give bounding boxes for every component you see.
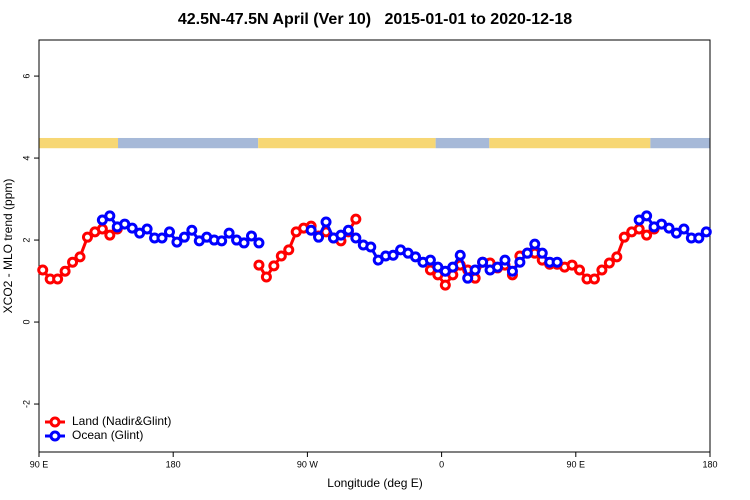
data-point — [454, 249, 466, 261]
data-point — [574, 264, 586, 276]
data-point — [178, 231, 190, 243]
data-point — [506, 265, 518, 277]
data-point — [439, 279, 451, 291]
data-point — [52, 273, 64, 285]
x-tick-label: 180 — [702, 459, 717, 469]
data-point — [350, 213, 362, 225]
x-tick-label: 90 E — [30, 459, 49, 469]
data-point — [37, 264, 49, 276]
data-point — [693, 232, 705, 244]
data-point — [678, 223, 690, 235]
data-point — [350, 232, 362, 244]
y-tick-label: 0 — [21, 320, 31, 325]
y-tick-label: 6 — [21, 74, 31, 79]
data-point — [477, 256, 489, 268]
x-tick-label: 90 E — [567, 459, 586, 469]
data-point — [283, 244, 295, 256]
x-tick-label: 90 W — [297, 459, 319, 469]
data-point — [387, 249, 399, 261]
data-point — [74, 251, 86, 263]
data-point — [313, 231, 325, 243]
data-point — [410, 251, 422, 263]
data-point — [521, 247, 533, 259]
data-point — [320, 216, 332, 228]
data-point — [260, 271, 272, 283]
plot-frame — [38, 39, 711, 453]
data-point — [596, 264, 608, 276]
y-tick-label: -2 — [21, 400, 31, 408]
data-point — [641, 229, 653, 241]
data-point — [447, 261, 459, 273]
y-tick-label: 2 — [21, 238, 31, 243]
data-point — [700, 226, 712, 238]
surface-strip-segment — [650, 137, 710, 149]
data-point — [663, 222, 675, 234]
surface-strip-segment — [435, 137, 490, 149]
data-point — [566, 259, 578, 271]
data-point — [223, 227, 235, 239]
surface-strip-segment — [489, 137, 651, 149]
data-point — [67, 256, 79, 268]
data-point — [603, 257, 615, 269]
data-point — [588, 273, 600, 285]
data-point — [514, 256, 526, 268]
data-point — [81, 231, 93, 243]
y-tick-label: 4 — [21, 156, 31, 161]
data-point — [469, 264, 481, 276]
data-point — [529, 238, 541, 250]
data-point — [365, 241, 377, 253]
surface-strip-segment — [39, 137, 119, 149]
data-point — [462, 272, 474, 284]
data-point — [141, 223, 153, 235]
surface-strip-segment — [258, 137, 436, 149]
data-point — [536, 247, 548, 259]
data-point — [342, 224, 354, 236]
data-point — [633, 223, 645, 235]
data-point — [305, 224, 317, 236]
data-point — [335, 229, 347, 241]
data-point — [245, 230, 257, 242]
data-point — [171, 236, 183, 248]
legend-swatch-marker — [49, 416, 61, 428]
data-point — [163, 226, 175, 238]
data-point — [238, 237, 250, 249]
data-point — [126, 222, 138, 234]
data-point — [253, 259, 265, 271]
data-point — [104, 210, 116, 222]
data-point — [611, 251, 623, 263]
legend-label: Ocean (Glint) — [72, 428, 143, 442]
x-tick-label: 180 — [166, 459, 181, 469]
legend-swatch-marker — [49, 430, 61, 442]
data-point — [59, 265, 71, 277]
x-tick-label: 0 — [439, 459, 444, 469]
legend-label: Land (Nadir&Glint) — [72, 414, 171, 428]
data-point — [275, 250, 287, 262]
data-point — [499, 254, 511, 266]
data-point — [618, 231, 630, 243]
y-axis-label: XCO2 - MLO trend (ppm) — [1, 179, 15, 314]
data-point — [216, 235, 228, 247]
data-point — [104, 229, 116, 241]
data-point — [186, 224, 198, 236]
data-point — [641, 210, 653, 222]
surface-strip-segment — [118, 137, 259, 149]
data-point — [268, 260, 280, 272]
data-point — [424, 254, 436, 266]
chart-title: 42.5N-47.5N April (Ver 10) 2015-01-01 to… — [178, 11, 572, 28]
data-point — [156, 232, 168, 244]
data-point — [96, 223, 108, 235]
data-point — [551, 256, 563, 268]
data-point — [492, 261, 504, 273]
data-point — [253, 237, 265, 249]
x-axis-label: Longitude (deg E) — [327, 476, 422, 490]
